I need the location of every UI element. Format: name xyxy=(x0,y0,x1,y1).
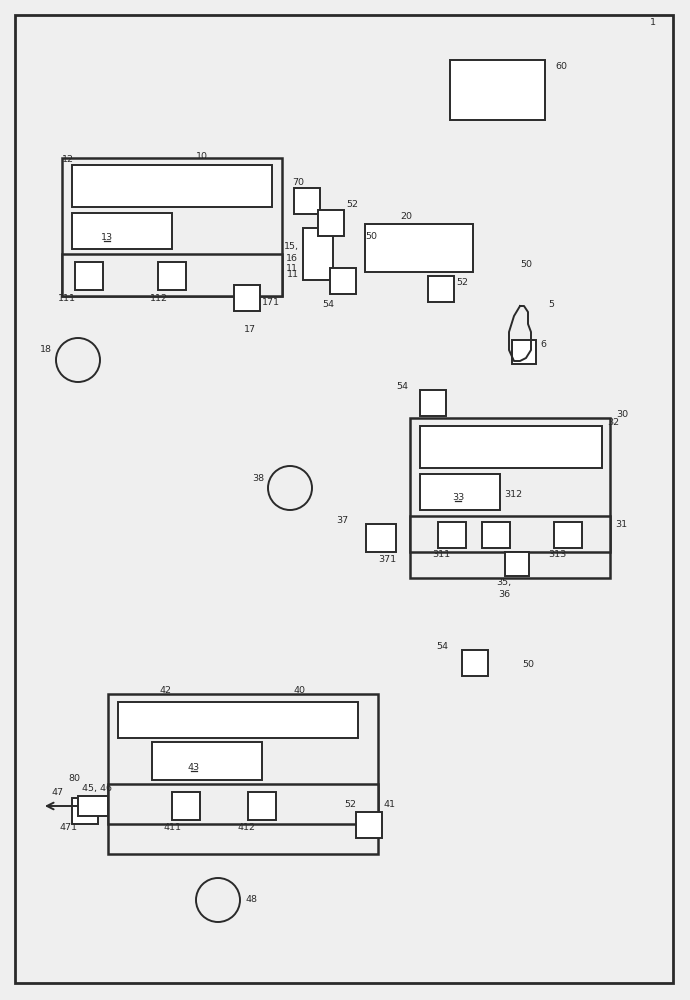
Bar xyxy=(330,268,356,294)
Text: 54: 54 xyxy=(436,642,448,651)
Circle shape xyxy=(56,338,100,382)
Text: 311: 311 xyxy=(432,550,450,559)
Bar xyxy=(420,390,446,416)
Bar xyxy=(365,224,473,272)
Text: 11: 11 xyxy=(286,264,298,273)
Text: 10: 10 xyxy=(196,152,208,161)
Bar xyxy=(410,516,610,552)
Text: 36: 36 xyxy=(498,590,510,599)
Text: 38: 38 xyxy=(252,474,264,483)
Text: 18: 18 xyxy=(40,345,52,354)
Text: 13: 13 xyxy=(101,232,113,241)
Text: 471: 471 xyxy=(60,823,78,832)
Text: 54: 54 xyxy=(396,382,408,391)
Bar xyxy=(62,158,282,296)
Text: 32: 32 xyxy=(607,418,619,427)
Bar xyxy=(75,262,103,290)
Text: 35,: 35, xyxy=(496,578,511,587)
Text: 43: 43 xyxy=(188,762,200,772)
Text: 52: 52 xyxy=(344,800,356,809)
Bar xyxy=(318,210,344,236)
Bar xyxy=(554,522,582,548)
Bar xyxy=(366,524,396,552)
Bar xyxy=(482,522,510,548)
Text: 47: 47 xyxy=(52,788,64,797)
Text: 52: 52 xyxy=(456,278,468,287)
Text: 70: 70 xyxy=(292,178,304,187)
Bar xyxy=(108,784,378,824)
Text: 12: 12 xyxy=(62,155,74,164)
Text: 60: 60 xyxy=(555,62,567,71)
Bar xyxy=(62,254,282,296)
Text: 112: 112 xyxy=(150,294,168,303)
Text: 111: 111 xyxy=(58,294,76,303)
Text: 1: 1 xyxy=(650,18,656,27)
Bar xyxy=(462,650,488,676)
Bar xyxy=(152,742,262,780)
Text: 11: 11 xyxy=(287,270,299,279)
Bar xyxy=(438,522,466,548)
Text: 15,: 15, xyxy=(284,242,299,251)
Text: 40: 40 xyxy=(294,686,306,695)
Bar xyxy=(72,213,172,249)
Text: 54: 54 xyxy=(322,300,334,309)
Text: 313: 313 xyxy=(548,550,566,559)
Bar xyxy=(248,792,276,820)
Text: 80: 80 xyxy=(68,774,80,783)
Bar xyxy=(356,812,382,838)
Text: 50: 50 xyxy=(365,232,377,241)
Text: 20: 20 xyxy=(400,212,412,221)
Bar xyxy=(420,426,602,468)
Text: 16: 16 xyxy=(286,254,298,263)
Bar xyxy=(234,285,260,311)
Text: 171: 171 xyxy=(262,298,280,307)
Bar xyxy=(172,792,200,820)
Text: 50: 50 xyxy=(522,660,534,669)
Text: 30: 30 xyxy=(616,410,628,419)
Text: 45, 46: 45, 46 xyxy=(82,784,112,793)
Bar xyxy=(450,60,545,120)
Text: 52: 52 xyxy=(346,200,358,209)
Bar xyxy=(158,262,186,290)
Bar xyxy=(512,340,536,364)
Bar xyxy=(72,165,272,207)
Bar xyxy=(72,798,98,824)
Circle shape xyxy=(196,878,240,922)
Text: 42: 42 xyxy=(160,686,172,695)
Text: 41: 41 xyxy=(384,800,396,809)
Bar xyxy=(420,474,500,510)
Text: 371: 371 xyxy=(378,555,396,564)
Bar xyxy=(118,702,358,738)
Circle shape xyxy=(268,466,312,510)
Bar xyxy=(78,796,108,816)
Text: 312: 312 xyxy=(504,490,522,499)
Bar xyxy=(108,694,378,854)
Text: 412: 412 xyxy=(238,823,256,832)
Text: 411: 411 xyxy=(164,823,182,832)
Bar xyxy=(294,188,320,214)
Bar xyxy=(505,552,529,576)
Text: 31: 31 xyxy=(615,520,627,529)
Text: 50: 50 xyxy=(520,260,532,269)
Text: 17: 17 xyxy=(244,325,256,334)
Text: 33: 33 xyxy=(452,492,464,502)
Text: 6: 6 xyxy=(540,340,546,349)
Bar xyxy=(303,228,333,280)
Text: 48: 48 xyxy=(246,895,258,904)
Bar xyxy=(410,418,610,578)
Text: 37: 37 xyxy=(336,516,348,525)
Text: 5: 5 xyxy=(548,300,554,309)
Bar xyxy=(428,276,454,302)
